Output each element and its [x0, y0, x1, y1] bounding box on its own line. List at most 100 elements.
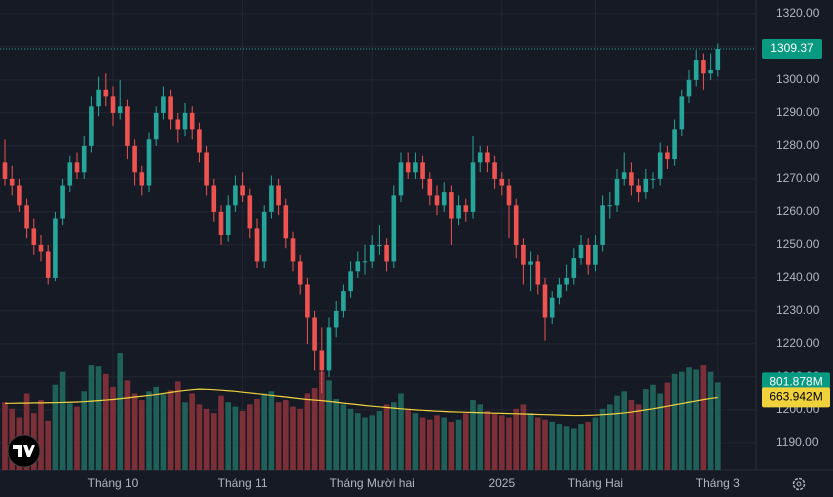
volume-bar	[527, 413, 534, 470]
candle-body	[305, 284, 310, 318]
candle-body	[391, 195, 397, 262]
volume-bar	[470, 400, 476, 470]
volume-bar	[319, 371, 325, 470]
volume-bar	[2, 402, 8, 470]
volume-bar	[225, 402, 231, 470]
volume-bar	[707, 371, 714, 470]
volume-bar	[391, 402, 397, 470]
y-tick-label: 1320.00	[776, 6, 820, 20]
candle-body	[679, 96, 685, 130]
candle-body	[182, 112, 188, 130]
volume-bar	[117, 353, 123, 470]
volume-bar	[362, 417, 368, 470]
y-tick-label: 1270.00	[776, 171, 820, 185]
candle-body	[564, 277, 569, 285]
volume-bar	[67, 403, 73, 470]
candle-body	[31, 228, 37, 245]
volume-bar	[239, 410, 246, 470]
volume-bar	[635, 404, 642, 470]
volume-bar	[232, 406, 239, 470]
candle-body	[53, 218, 58, 278]
logo-circle[interactable]	[7, 434, 41, 468]
candle-body	[557, 284, 562, 298]
candle-body	[643, 178, 649, 193]
candle-body	[593, 244, 598, 265]
volume-bar	[275, 402, 282, 470]
x-tick-label: Tháng 11	[218, 476, 268, 490]
candle-body	[607, 205, 613, 207]
candle-body	[650, 178, 656, 180]
volume-bar	[535, 417, 541, 470]
candle-body	[261, 211, 267, 262]
candle-body	[499, 178, 505, 186]
volume-ma-line	[5, 388, 718, 417]
candle-body	[247, 195, 253, 229]
candle-body	[319, 350, 325, 371]
candle-body	[197, 129, 202, 153]
volume-bar	[167, 390, 174, 470]
volume-bar	[254, 398, 260, 470]
volume-bar	[455, 419, 462, 470]
y-tick-label: 1220.00	[776, 336, 820, 350]
candle-body	[326, 327, 332, 371]
volume-bar	[571, 428, 577, 470]
candle-body	[485, 152, 490, 163]
candle-body	[636, 185, 641, 193]
candle-body	[708, 69, 713, 74]
gear-center[interactable]	[796, 481, 802, 487]
volume-bar	[412, 413, 419, 470]
volume-bar	[693, 369, 699, 470]
volume-bar	[427, 419, 433, 470]
candle-body	[117, 106, 123, 113]
volume-bar	[355, 413, 361, 470]
y-tick-label: 1190.00	[776, 435, 819, 449]
volume-bar	[592, 417, 599, 470]
volume-bar	[441, 417, 447, 470]
volume-bar	[261, 393, 267, 470]
volume-bar	[477, 404, 483, 470]
y-tick-label: 1230.00	[776, 303, 820, 317]
candle-body	[218, 211, 224, 235]
candle-body	[413, 162, 418, 173]
volume-ma-label: 663.942M	[769, 390, 822, 404]
candle-body	[96, 89, 101, 107]
volume-bar	[290, 406, 296, 470]
candle-body	[629, 172, 634, 186]
volume-bar	[398, 393, 404, 470]
candle-body	[470, 162, 476, 212]
gear[interactable]	[792, 477, 806, 491]
volume-bar	[268, 391, 275, 470]
candle-body	[492, 162, 497, 179]
volume-bar	[45, 420, 51, 470]
candle-body	[341, 291, 346, 311]
volume-ma-box	[762, 387, 830, 408]
volume-bar	[513, 408, 519, 470]
volume-bar	[700, 365, 707, 470]
candle-body	[146, 139, 152, 186]
volume-bar	[283, 400, 289, 470]
candle-body	[657, 152, 663, 179]
volume-bar	[499, 415, 505, 470]
candle-body	[369, 244, 375, 262]
logo-mark[interactable]	[13, 445, 35, 457]
candle-body	[715, 48, 721, 70]
volume-bar	[657, 393, 663, 470]
volume-bar	[347, 408, 354, 470]
volume-bar	[484, 410, 491, 470]
volume-bar	[139, 400, 145, 470]
tv-logo[interactable]	[7, 434, 41, 468]
volume-bar	[124, 380, 131, 470]
volume-bar	[607, 404, 613, 470]
volume-bar	[643, 389, 649, 470]
settings-icon[interactable]	[792, 477, 806, 491]
candle-body	[456, 205, 461, 219]
volume-bar	[419, 417, 426, 470]
volume-bar	[542, 419, 548, 470]
y-tick-label: 1240.00	[776, 270, 820, 284]
volume-bar	[52, 384, 59, 470]
volume-bar	[679, 371, 685, 470]
volume-bar	[182, 402, 188, 470]
candle-body	[297, 261, 303, 285]
candle-body	[276, 185, 281, 206]
